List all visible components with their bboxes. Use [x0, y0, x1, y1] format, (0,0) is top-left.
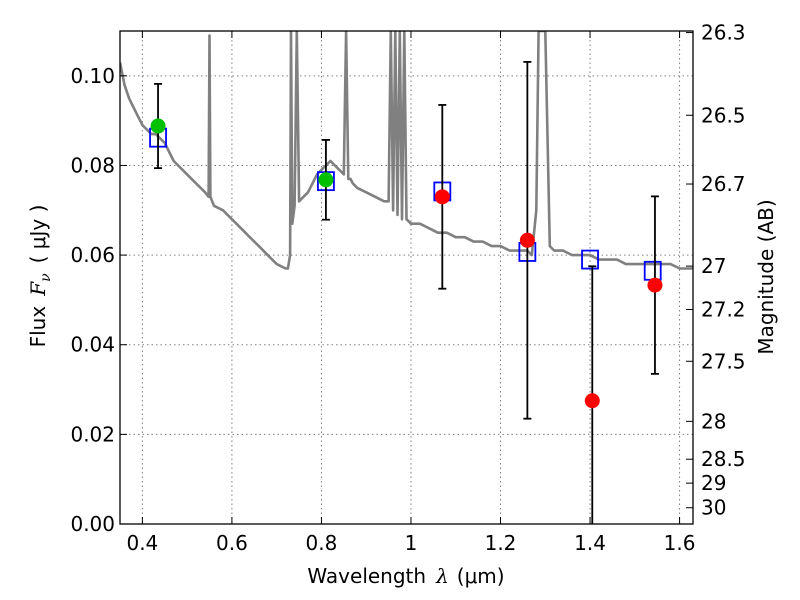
y-axis-label-prefix: Flux	[26, 306, 50, 348]
x-tick-label: 1.4	[574, 531, 606, 555]
mag-tick-label: 26.3	[701, 21, 746, 45]
observed-point	[647, 277, 663, 293]
mag-tick-label: 30	[701, 496, 726, 520]
mag-tick-label: 27.2	[701, 297, 746, 321]
x-tick-label: 0.8	[306, 531, 338, 555]
observed-point	[434, 189, 450, 205]
y-tick-label: 0.10	[70, 64, 115, 88]
y-axis-label: Flux Fν ( μJy )	[26, 205, 54, 348]
error-bars	[149, 61, 663, 524]
x-axis-label-prefix: Wavelength	[307, 564, 426, 588]
mag-tick-label: 26.7	[701, 172, 746, 196]
x-axis-label: Wavelength λ (μm)	[307, 564, 504, 588]
y-tick-label: 0.00	[70, 512, 115, 536]
y-axis-label-unit: ( μJy )	[26, 205, 50, 264]
observed-point	[519, 232, 535, 248]
x-tick-label: 1.2	[485, 531, 517, 555]
mag-tick-label: 27	[701, 254, 726, 278]
y-tick-label: 0.08	[70, 153, 115, 177]
y-tick-label: 0.02	[70, 422, 115, 446]
mag-tick-label: 28	[701, 409, 726, 433]
grid-lines	[120, 31, 693, 525]
plot-frame	[119, 30, 694, 525]
y2-axis-label: Magnitude (AB)	[754, 199, 778, 354]
mag-tick-label: 27.5	[701, 349, 746, 373]
y-axis-label-sub: ν	[38, 273, 54, 282]
y-tick-label: 0.04	[70, 333, 115, 357]
x-tick-label: 1	[405, 531, 418, 555]
x-axis-label-symbol: λ	[435, 564, 449, 588]
observed-point	[584, 393, 600, 409]
x-tick-label: 1.6	[664, 531, 696, 555]
x-axis-label-unit: (μm)	[457, 564, 505, 588]
y-tick-label: 0.06	[70, 243, 115, 267]
model-spectrum-line	[120, 31, 693, 270]
mag-tick-label: 29	[701, 471, 726, 495]
x-tick-label: 0.4	[126, 531, 158, 555]
axis-ticks: 0.4 0.6 0.8 1 1.2 1.4 1.6 0.00 0.02 0.04 0.06 0.08 0…	[70, 21, 745, 555]
observed-point	[150, 118, 166, 134]
model-band-marker	[581, 249, 599, 270]
y-axis-label-symbol: F	[26, 281, 50, 297]
observed-point	[318, 172, 334, 188]
x-tick-label: 0.6	[216, 531, 248, 555]
mag-tick-label: 26.5	[701, 103, 746, 127]
mag-tick-label: 28.5	[701, 447, 746, 471]
data-layer	[120, 31, 693, 270]
